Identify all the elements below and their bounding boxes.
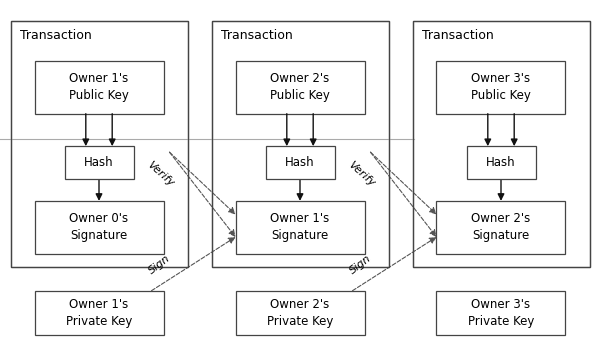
Text: Transaction: Transaction — [20, 29, 91, 42]
Bar — [11, 21, 187, 267]
Text: Hash: Hash — [84, 156, 114, 169]
Bar — [235, 291, 365, 335]
Text: Sign: Sign — [347, 254, 373, 276]
Text: Verify: Verify — [347, 160, 377, 189]
Bar — [413, 21, 589, 267]
Text: Owner 3's
Private Key: Owner 3's Private Key — [468, 298, 534, 328]
Bar — [235, 61, 365, 114]
Bar — [413, 21, 589, 267]
Bar — [65, 146, 134, 179]
Text: Owner 3's
Public Key: Owner 3's Public Key — [471, 72, 531, 102]
Bar — [11, 21, 187, 267]
Bar — [212, 21, 389, 267]
Text: Owner 1's
Public Key: Owner 1's Public Key — [69, 72, 129, 102]
Text: Verify: Verify — [146, 160, 176, 189]
Text: Owner 1's
Signature: Owner 1's Signature — [271, 212, 329, 242]
Bar — [235, 201, 365, 254]
Bar — [436, 291, 565, 335]
Text: Owner 0's
Signature: Owner 0's Signature — [70, 212, 128, 242]
Bar — [265, 146, 335, 179]
Bar — [35, 61, 164, 114]
Text: Owner 2's
Private Key: Owner 2's Private Key — [267, 298, 333, 328]
Bar — [467, 146, 536, 179]
Text: Transaction: Transaction — [421, 29, 493, 42]
Text: Owner 1's
Private Key: Owner 1's Private Key — [66, 298, 132, 328]
Text: Sign: Sign — [146, 254, 172, 276]
Bar — [436, 201, 565, 254]
Text: Owner 2's
Signature: Owner 2's Signature — [472, 212, 530, 242]
Text: Owner 2's
Public Key: Owner 2's Public Key — [270, 72, 330, 102]
Bar — [35, 201, 164, 254]
Bar — [35, 291, 164, 335]
Text: Hash: Hash — [486, 156, 516, 169]
Text: Hash: Hash — [285, 156, 315, 169]
Text: Transaction: Transaction — [221, 29, 292, 42]
Bar — [436, 61, 565, 114]
Bar — [212, 21, 389, 267]
